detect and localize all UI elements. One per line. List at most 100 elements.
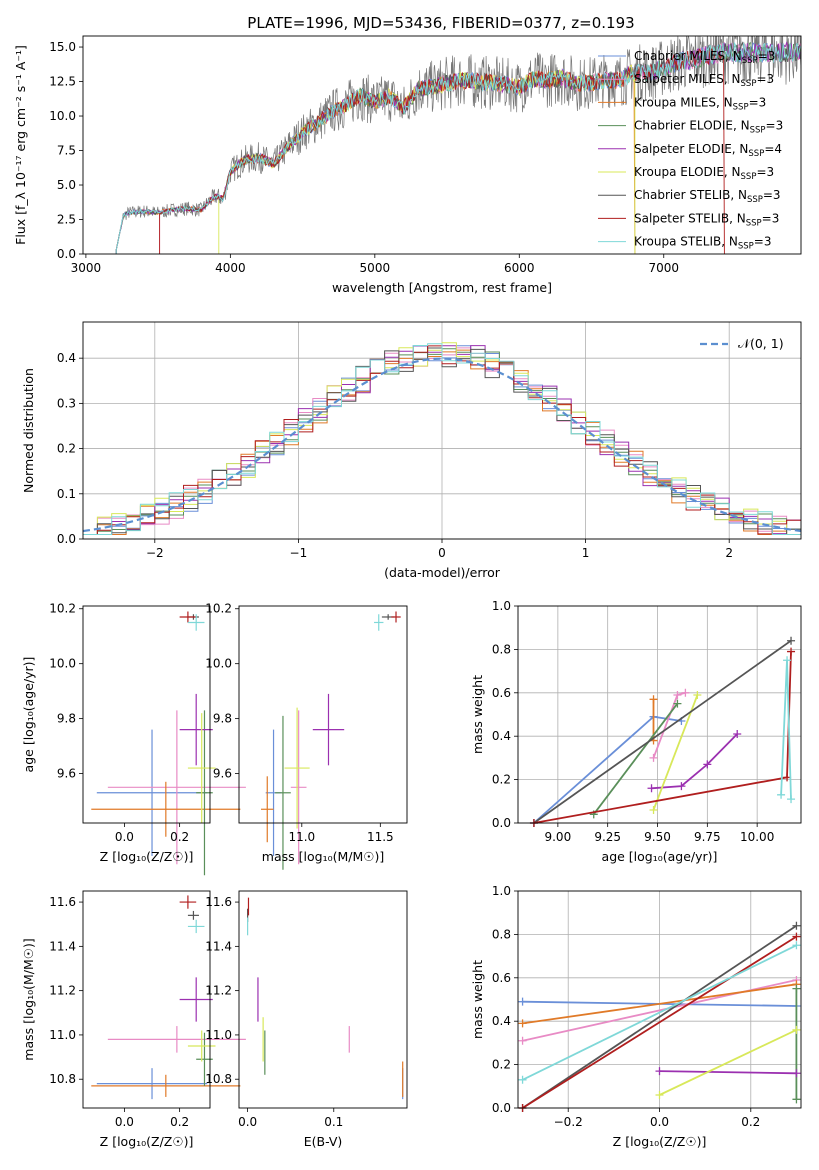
y-tick-label: 15.0 (49, 40, 76, 54)
x-tick-label: 9.75 (694, 830, 721, 844)
weight-point-marker (787, 647, 796, 656)
axes-frame (517, 605, 802, 824)
y-tick-label: 11.0 (49, 1028, 76, 1042)
panel-age_vs_Z: 0.0 0.2 9.6 9.8 10.0 10.2 Z [log₁₀(Z/Z☉)] age [… (21, 602, 246, 876)
errorbar-point (275, 715, 291, 870)
y-tick-label: 0.3 (57, 396, 76, 410)
x-axis-label: Z [log₁₀(Z/Z☉)] (100, 1134, 194, 1149)
y-tick-label: 9.8 (57, 712, 76, 726)
weight-series-line (652, 694, 699, 811)
legend-entry: Salpeter STELIB, NSSP=3 (634, 211, 779, 228)
y-tick-label: 10.8 (205, 1072, 232, 1086)
panel-mass_vs_Z: 0.0 0.2 10.8 11.0 11.2 11.4 11.6 Z [log₁₀(Z/Z☉)… (21, 890, 246, 1149)
weight-series-line (522, 944, 797, 1081)
legend-entry: Kroupa ELODIE, NSSP=3 (634, 165, 774, 182)
y-tick-label: 9.8 (213, 712, 232, 726)
weight-point-marker (792, 921, 801, 930)
panel-age_vs_mass: 11.0 11.5 9.6 9.8 10.0 10.2 mass [log₁₀(M/M☉)] (205, 602, 408, 870)
observed-spectrum-line (115, 36, 801, 251)
figure-title: PLATE=1996, MJD=53436, FIBERID=0377, z=0… (247, 14, 634, 32)
errorbar-point (187, 1030, 216, 1062)
errorbar-point (107, 710, 246, 865)
y-axis-label: Flux [f_λ 10⁻¹⁷ erg cm⁻² s⁻¹ A⁻¹] (13, 45, 28, 245)
weight-series-line (659, 1029, 797, 1096)
plot-area-age_vs_Z (91, 611, 246, 876)
x-axis-label: Z [log₁₀(Z/Z☉)] (100, 849, 194, 864)
weight-point-marker (518, 1019, 527, 1028)
x-tick-label: 2 (725, 546, 733, 560)
weight-point-marker (655, 1067, 664, 1076)
y-tick-label: 11.4 (205, 939, 232, 953)
plot-area-mass_vs_ebv (247, 897, 404, 1100)
legend-entry: Chabrier ELODIE, NSSP=3 (634, 119, 783, 136)
weight-point-marker (792, 932, 801, 941)
x-tick-label: 0.0 (115, 830, 134, 844)
x-tick-label: 6000 (504, 261, 535, 275)
weight-point-marker (792, 1095, 801, 1104)
y-tick-label: 11.6 (205, 895, 232, 909)
legend-entry: Salpeter ELODIE, NSSP=4 (634, 142, 782, 159)
legend-entry: Kroupa STELIB, NSSP=3 (634, 235, 772, 252)
weight-series-line (651, 733, 738, 790)
x-tick-label: 5000 (360, 261, 391, 275)
plot-area-weight_vs_Z (518, 921, 801, 1112)
x-tick-label: 0.1 (324, 1115, 343, 1129)
weight-point-marker (733, 730, 742, 739)
legend-entry: Chabrier STELIB, NSSP=3 (634, 188, 781, 205)
weight-point-marker (777, 790, 786, 799)
x-tick-label: 9.50 (644, 830, 671, 844)
x-tick-label: 0.2 (741, 1115, 760, 1129)
errorbars (260, 611, 401, 870)
errorbar-point (96, 729, 208, 856)
histogram-steps (82, 342, 802, 535)
y-tick-label: 10.0 (205, 657, 232, 671)
y-tick-label: 11.0 (205, 1028, 232, 1042)
x-axis-label: mass [log₁₀(M/M☉)] (262, 849, 384, 864)
axes-frame (82, 605, 211, 824)
legend: 𝒩(0, 1) (700, 336, 784, 351)
y-tick-label: 10.8 (49, 1072, 76, 1086)
y-tick-label: 11.2 (49, 984, 76, 998)
weight-series-line (592, 703, 679, 815)
y-tick-label: 0.6 (492, 686, 511, 700)
y-tick-label: 2.5 (57, 213, 76, 227)
x-tick-label: 4000 (215, 261, 246, 275)
x-tick-label: 0.0 (238, 1115, 257, 1129)
errorbar-point (374, 614, 384, 631)
errorbar-point (391, 611, 401, 623)
x-tick-label: 11.5 (367, 830, 394, 844)
weight-point-marker (649, 753, 658, 762)
x-axis-label: Z [log₁₀(Z/Z☉)] (613, 1134, 707, 1149)
errorbar-point (179, 693, 213, 766)
weight-point-marker (649, 695, 658, 704)
errorbar-point (91, 1074, 241, 1097)
weight-point-marker (518, 1036, 527, 1045)
errorbar-point (290, 710, 307, 865)
y-tick-label: 10.0 (49, 657, 76, 671)
y-tick-label: 11.6 (49, 895, 76, 909)
errorbar-point (107, 1026, 246, 1053)
errorbar-point (187, 910, 199, 920)
weight-point-marker (649, 805, 658, 814)
errorbars (91, 611, 246, 876)
y-tick-label: 5.0 (57, 178, 76, 192)
y-axis-label: Normed distribution (21, 368, 36, 493)
y-tick-label: 0.0 (492, 1101, 511, 1115)
weight-point-marker (693, 690, 702, 699)
weight-lines (518, 921, 801, 1112)
x-axis-label: wavelength [Angstrom, rest frame] (332, 280, 552, 295)
weight-series-line (522, 924, 797, 1109)
errorbar-point (179, 611, 197, 623)
x-axis-label: (data-model)/error (384, 565, 501, 580)
panel-weight_vs_age: 9.00 9.25 9.50 9.75 10.00 0.0 0.2 0.4 0.6 0.8 1.0 a… (470, 599, 802, 864)
x-tick-label: 0.2 (170, 1115, 189, 1129)
x-tick-label: 11.0 (288, 830, 315, 844)
y-axis-label: age [log₁₀(age/yr)] (21, 657, 36, 773)
y-tick-label: 0.4 (492, 1014, 511, 1028)
plot-area-spectrum (115, 36, 801, 254)
y-tick-label: 0.2 (492, 773, 511, 787)
x-tick-label: 0.0 (115, 1115, 134, 1129)
y-tick-label: 11.4 (49, 939, 76, 953)
y-tick-label: 0.2 (57, 442, 76, 456)
